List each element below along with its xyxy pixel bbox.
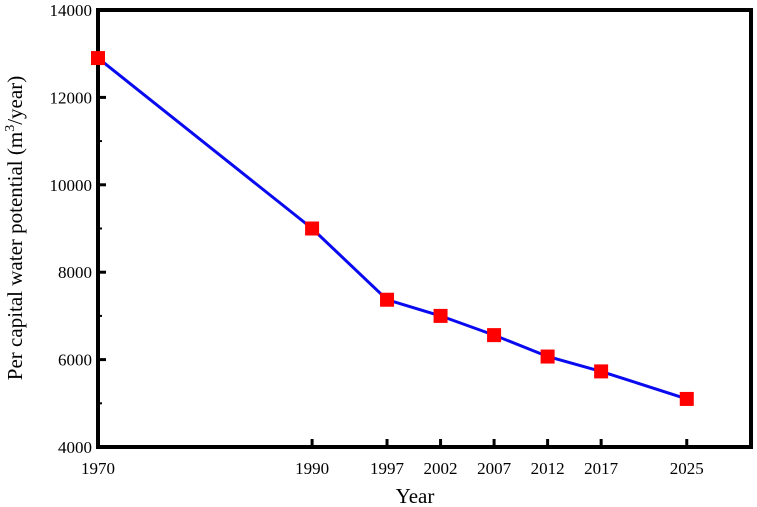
series-markers: [91, 51, 694, 406]
x-axis-title: Year: [396, 484, 435, 507]
data-point-marker: [380, 292, 395, 307]
y-tick-label: 14000: [50, 1, 93, 20]
data-point-marker: [594, 364, 609, 379]
axis-ticks: [96, 8, 689, 449]
y-axis-title: Per capital water potential (m3/year): [3, 76, 27, 380]
x-tick-label: 2017: [584, 459, 619, 478]
y-axis-title-superscript: 3: [3, 125, 18, 132]
x-tick-label: 1997: [370, 459, 405, 478]
data-point-marker: [487, 328, 502, 343]
plot-frame: [96, 8, 753, 449]
x-tick-label: 1970: [81, 459, 115, 478]
y-tick-labels: 4000 6000 8000 10000 12000 14000: [50, 1, 93, 457]
y-axis-title-main: Per capital water potential (m: [3, 132, 27, 380]
series-line: [97, 56, 688, 401]
data-point-marker: [540, 349, 555, 364]
x-tick-label: 1990: [295, 459, 329, 478]
x-tick-label: 2025: [670, 459, 704, 478]
data-point-marker: [433, 308, 448, 323]
y-axis-title-tail: /year): [3, 76, 27, 125]
x-tick-labels: 1970 1990 1997 2002 2007 2012 2017 2025: [81, 459, 704, 478]
y-tick-label: 6000: [58, 351, 92, 370]
y-tick-label: 10000: [50, 176, 93, 195]
y-tick-label: 8000: [58, 263, 92, 282]
data-point-marker: [679, 391, 694, 406]
x-tick-label: 2007: [477, 459, 512, 478]
data-point-marker: [91, 51, 105, 66]
y-tick-label: 12000: [50, 88, 93, 107]
data-point-marker: [305, 221, 320, 236]
x-tick-label: 2012: [531, 459, 565, 478]
x-tick-label: 2002: [424, 459, 458, 478]
y-tick-label: 4000: [58, 438, 92, 457]
